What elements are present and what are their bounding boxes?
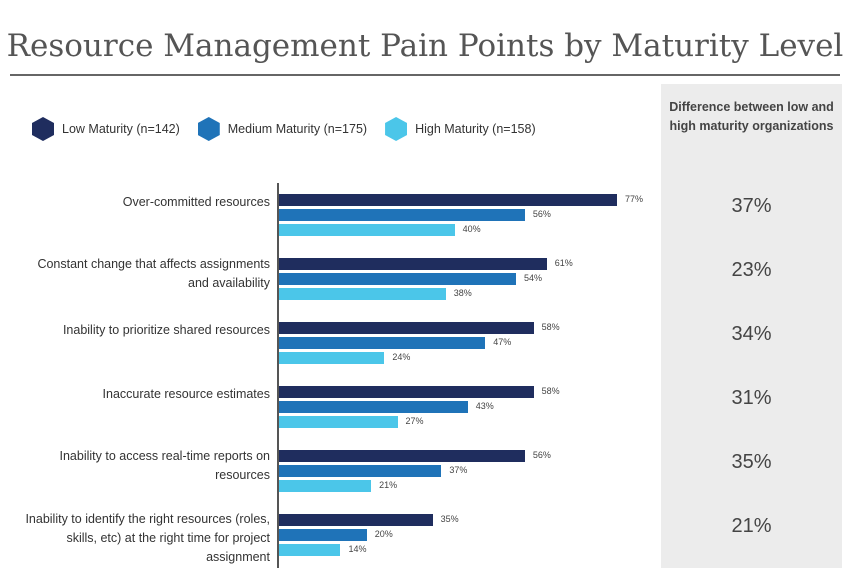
bar-medium	[279, 401, 468, 413]
value-label-low: 77%	[625, 194, 644, 204]
bar-high	[279, 416, 398, 428]
legend-label-low: Low Maturity (n=142)	[62, 122, 180, 136]
value-label-medium: 47%	[493, 337, 512, 347]
legend-swatch-high	[385, 117, 408, 141]
value-label-medium: 54%	[524, 273, 543, 283]
legend-item-medium: Medium Maturity (n=175)	[197, 117, 368, 141]
category-label: Over-committed resources	[122, 194, 270, 209]
difference-value: 31%	[731, 387, 772, 409]
legend-label-medium: Medium Maturity (n=175)	[227, 122, 368, 136]
value-label-low: 56%	[532, 450, 551, 460]
difference-panel: Difference between low and high maturity…	[661, 84, 842, 568]
bar-low	[279, 450, 525, 462]
category-label: Constant change that affects assignments…	[37, 257, 270, 290]
bar-high	[279, 480, 372, 492]
legend-swatch-low	[32, 117, 54, 141]
category-label: Inability to prioritize shared resources	[62, 322, 270, 337]
legend-item-high: High Maturity (n=158)	[385, 117, 536, 141]
legend-item-low: Low Maturity (n=142)	[32, 117, 180, 141]
value-label-low: 61%	[554, 258, 573, 268]
bar-medium	[279, 337, 486, 349]
bar-medium	[279, 529, 367, 541]
chart-title: Resource Management Pain Points by Matur…	[6, 28, 844, 64]
bar-low	[279, 258, 547, 270]
bar-medium	[279, 273, 517, 285]
value-label-low: 58%	[541, 322, 560, 332]
value-label-low: 35%	[440, 514, 459, 524]
value-label-high: 40%	[462, 224, 481, 234]
bar-medium	[279, 209, 525, 221]
bar-high	[279, 224, 455, 236]
category-label: Inaccurate resource estimates	[102, 386, 270, 401]
legend-label-high: High Maturity (n=158)	[415, 122, 536, 136]
difference-value: 21%	[731, 515, 772, 537]
difference-value: 35%	[731, 451, 772, 473]
bar-low	[279, 194, 617, 206]
value-label-high: 14%	[348, 544, 367, 554]
y-axis-line	[277, 183, 279, 568]
bar-high	[279, 352, 385, 364]
legend-swatch-medium	[197, 117, 220, 141]
value-label-high: 24%	[392, 352, 411, 362]
value-label-high: 38%	[453, 288, 472, 298]
value-label-medium: 43%	[475, 401, 494, 411]
value-label-medium: 56%	[532, 209, 551, 219]
value-label-medium: 20%	[374, 529, 393, 539]
legend: Low Maturity (n=142) Medium Maturity (n=…	[32, 117, 554, 141]
value-label-high: 27%	[405, 416, 424, 426]
bar-low	[279, 322, 534, 334]
bar-high	[279, 544, 341, 556]
bar-low	[279, 514, 433, 526]
bar-medium	[279, 465, 442, 477]
category-label: Inability to access real-time reports on…	[59, 449, 270, 482]
difference-value: 34%	[731, 323, 772, 345]
value-label-low: 58%	[541, 386, 560, 396]
difference-header: Difference between low and high maturity…	[669, 100, 834, 133]
category-label: Inability to identify the right resource…	[25, 511, 270, 564]
value-label-medium: 37%	[449, 465, 468, 475]
difference-value: 37%	[731, 195, 772, 217]
value-label-high: 21%	[379, 480, 398, 490]
bar-high	[279, 288, 446, 300]
title-divider	[10, 74, 840, 76]
difference-value: 23%	[731, 259, 772, 281]
bar-low	[279, 386, 534, 398]
